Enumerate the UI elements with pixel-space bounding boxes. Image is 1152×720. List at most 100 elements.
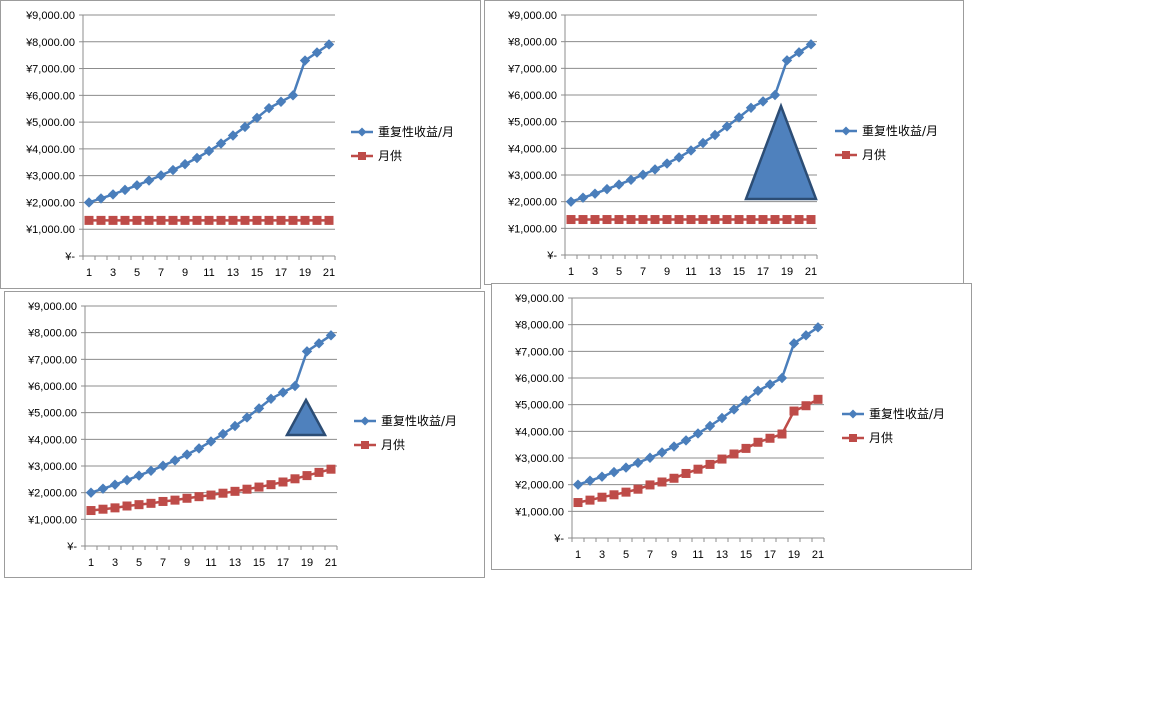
x-tick-label: 15 <box>253 557 265 569</box>
data-point <box>590 215 600 225</box>
data-point <box>156 215 166 225</box>
data-point <box>769 89 781 101</box>
x-tick-label: 3 <box>110 267 116 279</box>
data-point <box>746 215 756 225</box>
y-tick-label: ¥4,000.00 <box>27 434 77 446</box>
legend-marker <box>358 152 366 160</box>
data-point <box>276 215 286 225</box>
data-point <box>577 192 589 203</box>
data-point <box>179 158 191 170</box>
data-point <box>326 464 336 474</box>
triangle-shape[interactable] <box>744 102 818 201</box>
data-point <box>680 435 692 446</box>
legend-label: 月供 <box>378 149 402 163</box>
data-point <box>585 495 595 505</box>
data-point <box>110 503 120 513</box>
legend-marker <box>360 416 370 426</box>
data-point <box>752 385 764 397</box>
data-point <box>265 393 277 405</box>
x-tick-label: 21 <box>805 266 817 278</box>
chart-panel-4[interactable]: ¥- ¥1,000.00 ¥2,000.00 ¥3,000.00 ¥4,000.00 ¥5… <box>491 283 972 570</box>
y-tick-label: ¥6,000.00 <box>27 381 77 393</box>
y-tick-label: ¥5,000.00 <box>514 400 564 412</box>
data-point <box>685 145 697 156</box>
data-point <box>218 488 228 498</box>
data-point <box>227 130 239 141</box>
data-point <box>721 121 733 132</box>
data-point <box>242 484 252 494</box>
chart-panel-1[interactable]: ¥- ¥1,000.00 ¥2,000.00 ¥3,000.00 ¥4,000.00 ¥5… <box>0 0 481 289</box>
y-tick-label: ¥9,000.00 <box>25 10 75 22</box>
legend-label: 重复性收益/月 <box>381 414 457 428</box>
x-tick-label: 3 <box>592 266 598 278</box>
data-point <box>705 459 715 469</box>
data-point <box>324 215 334 225</box>
data-point <box>813 394 823 404</box>
data-point <box>239 121 251 133</box>
data-point <box>241 412 253 423</box>
x-tick-label: 15 <box>733 266 745 278</box>
triangle-shape[interactable] <box>284 397 328 437</box>
chart-panel-2[interactable]: ¥- ¥1,000.00 ¥2,000.00 ¥3,000.00 ¥4,000.00 ¥5… <box>484 0 964 285</box>
data-point <box>312 215 322 225</box>
data-point <box>662 215 672 225</box>
data-point <box>145 465 157 477</box>
chart-svg-2: ¥- ¥1,000.00 ¥2,000.00 ¥3,000.00 ¥4,000.00 ¥5… <box>507 10 938 278</box>
x-tick-label: 11 <box>203 267 214 279</box>
data-point <box>710 215 720 225</box>
y-tick-label: ¥6,000.00 <box>507 90 557 102</box>
data-point <box>155 170 167 181</box>
y-tick-label: ¥3,000.00 <box>514 453 564 465</box>
data-point <box>323 39 335 50</box>
y-tick-label: ¥5,000.00 <box>507 117 557 129</box>
data-point <box>637 169 649 180</box>
data-point <box>120 215 130 225</box>
chart-panel-3[interactable]: ¥- ¥1,000.00 ¥2,000.00 ¥3,000.00 ¥4,000.00 ¥5… <box>4 291 485 578</box>
data-point <box>84 215 94 225</box>
data-point <box>793 47 805 58</box>
y-tick-label: ¥9,000.00 <box>27 301 77 313</box>
data-point <box>170 495 180 505</box>
data-point <box>157 460 169 471</box>
data-point <box>692 428 704 439</box>
legend-label: 重复性收益/月 <box>862 124 938 138</box>
x-tick-label: 1 <box>88 557 94 569</box>
data-point <box>229 420 241 432</box>
data-point <box>757 96 769 107</box>
y-tick-label: ¥2,000.00 <box>25 197 75 209</box>
data-point <box>203 145 215 157</box>
data-point <box>697 137 709 149</box>
y-tick-label: ¥2,000.00 <box>27 488 77 500</box>
data-point <box>758 215 768 225</box>
data-point <box>206 490 216 500</box>
y-tick-label: ¥- <box>66 541 77 553</box>
data-point <box>741 443 751 453</box>
y-tick-label: ¥8,000.00 <box>25 37 75 49</box>
x-tick-label: 3 <box>599 549 605 561</box>
chart-svg-4: ¥- ¥1,000.00 ¥2,000.00 ¥3,000.00 ¥4,000.00 ¥5… <box>514 293 945 561</box>
y-tick-label: ¥5,000.00 <box>27 408 77 420</box>
data-point <box>254 482 264 492</box>
x-tick-label: 1 <box>86 267 92 279</box>
data-point <box>122 501 132 511</box>
data-point <box>289 380 301 392</box>
data-point <box>649 164 661 175</box>
data-point <box>789 406 799 416</box>
data-point <box>764 379 776 390</box>
y-tick-label: ¥3,000.00 <box>507 170 557 182</box>
data-point <box>794 215 804 225</box>
data-point <box>717 454 727 464</box>
data-point <box>314 467 324 477</box>
data-point <box>709 129 721 141</box>
x-tick-label: 9 <box>664 266 670 278</box>
y-tick-label: ¥1,000.00 <box>25 224 75 236</box>
data-point <box>722 215 732 225</box>
data-point <box>733 112 745 123</box>
data-point <box>765 433 775 443</box>
data-point <box>168 215 178 225</box>
data-point <box>144 215 154 225</box>
data-point <box>782 215 792 225</box>
data-point <box>300 215 310 225</box>
data-point <box>121 474 133 486</box>
data-point <box>566 215 576 225</box>
